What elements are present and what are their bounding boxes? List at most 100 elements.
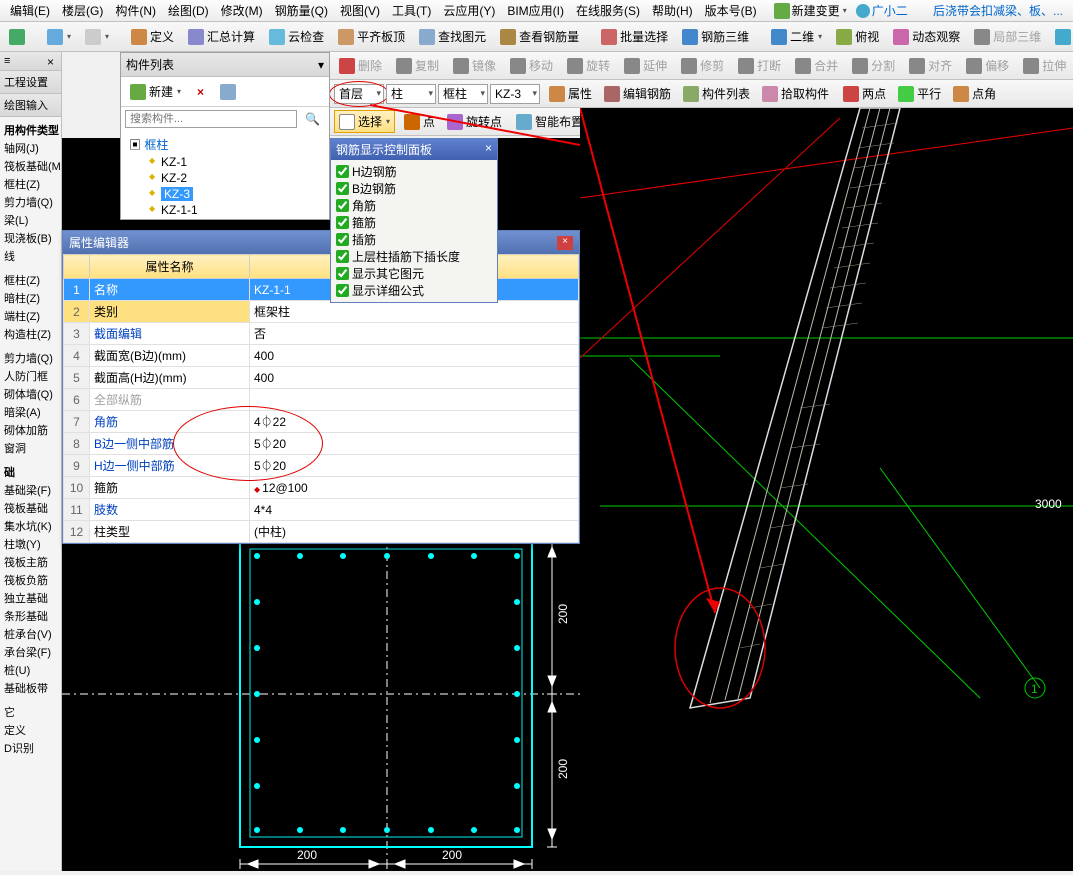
nav-item[interactable]: 线 [2, 247, 59, 265]
menu-bim[interactable]: BIM应用(I) [501, 2, 570, 19]
nav-item[interactable]: 暗柱(Z) [2, 289, 59, 307]
sum-calc-button[interactable]: 汇总计算 [183, 25, 260, 48]
tree-item[interactable]: KZ-3 [147, 186, 321, 202]
component-list-button[interactable]: 构件列表 [678, 82, 755, 105]
new-change-button[interactable]: 新建变更▾ [769, 0, 852, 22]
property-button[interactable]: 属性 [544, 82, 597, 105]
draw-input-header[interactable]: 绘图输入 [0, 94, 61, 117]
rebar-checkbox[interactable] [336, 216, 349, 229]
rebar-close-button[interactable]: × [485, 141, 492, 158]
nav-item[interactable]: 集水坑(K) [2, 517, 59, 535]
nav-item[interactable]: 柱墩(Y) [2, 535, 59, 553]
3d-view[interactable]: 3000 1 [580, 108, 1073, 871]
search-button[interactable]: 🔍 [300, 110, 325, 128]
nav-item[interactable]: 条形基础 [2, 607, 59, 625]
rebar-3d-button[interactable]: 钢筋三维 [677, 25, 754, 48]
menu-cloud[interactable]: 云应用(Y) [437, 2, 501, 19]
move-button[interactable]: 移动 [505, 54, 558, 77]
mirror-button[interactable]: 镜像 [448, 54, 501, 77]
rebar-checkbox-row[interactable]: 插筋 [336, 231, 492, 248]
undo-button[interactable]: ▾ [42, 26, 76, 48]
join-button[interactable]: 合并 [790, 54, 843, 77]
menu-rebar-qty[interactable]: 钢筋量(Q) [269, 2, 334, 19]
batch-select-button[interactable]: 批量选择 [596, 25, 673, 48]
nav-item[interactable]: 轴网(J) [2, 139, 59, 157]
rebar-checkbox[interactable] [336, 267, 349, 280]
trim-button[interactable]: 修剪 [676, 54, 729, 77]
property-row[interactable]: 1名称KZ-1-1 [64, 279, 579, 301]
nav-item[interactable]: D识别 [2, 739, 59, 757]
nav-item[interactable]: 砌体加筋 [2, 421, 59, 439]
property-row[interactable]: 4截面宽(B边)(mm)400 [64, 345, 579, 367]
nav-item[interactable]: 人防门框 [2, 367, 59, 385]
property-row[interactable]: 12柱类型(中柱) [64, 521, 579, 543]
point-angle-button[interactable]: 点角 [948, 82, 1001, 105]
parallel-button[interactable]: 平行 [893, 82, 946, 105]
dynamic-view-button[interactable]: 动态观察 [888, 25, 965, 48]
rebar-checkbox[interactable] [336, 165, 349, 178]
nav-item[interactable]: 基础梁(F) [2, 481, 59, 499]
save-button[interactable] [4, 26, 30, 48]
define-button[interactable]: 定义 [126, 25, 179, 48]
redo-button[interactable]: ▾ [80, 26, 114, 48]
rebar-checkbox-row[interactable]: 上层柱插筋下插长度 [336, 248, 492, 265]
two-point-button[interactable]: 两点 [838, 82, 891, 105]
menu-tools[interactable]: 工具(T) [386, 2, 437, 19]
break-button[interactable]: 打断 [733, 54, 786, 77]
rebar-checkbox[interactable] [336, 199, 349, 212]
view-rebar-button[interactable]: 查看钢筋量 [495, 25, 584, 48]
type-combo[interactable]: 框柱 [438, 84, 488, 104]
property-close-button[interactable]: × [557, 236, 573, 250]
view-3d-button[interactable]: 二维▾ [766, 25, 827, 48]
notification-text[interactable]: 后浇带会扣减梁、板、... [933, 2, 1069, 19]
nav-item[interactable]: 桩承台(V) [2, 625, 59, 643]
tree-item[interactable]: KZ-2 [147, 170, 321, 186]
offset-button[interactable]: 偏移 [961, 54, 1014, 77]
property-row[interactable]: 7角筋4⏀22 [64, 411, 579, 433]
menu-view[interactable]: 视图(V) [334, 2, 386, 19]
category-combo[interactable]: 柱 [386, 84, 436, 104]
nav-item[interactable]: 剪力墙(Q) [2, 193, 59, 211]
tree-root[interactable]: ▣ 框柱 [129, 135, 321, 154]
nav-item[interactable]: 框柱(Z) [2, 271, 59, 289]
rebar-checkbox[interactable] [336, 182, 349, 195]
flat-top-button[interactable]: 平齐板顶 [333, 25, 410, 48]
panel-menu-icon[interactable]: ▾ [318, 58, 324, 72]
menu-component[interactable]: 构件(N) [109, 2, 162, 19]
nav-item[interactable]: 筏板基础(M) [2, 157, 59, 175]
rebar-checkbox[interactable] [336, 233, 349, 246]
menu-floor[interactable]: 楼层(G) [56, 2, 109, 19]
nav-item[interactable]: 筏板基础 [2, 499, 59, 517]
top-view-button[interactable]: 俯视 [831, 25, 884, 48]
rebar-checkbox-row[interactable]: 箍筋 [336, 214, 492, 231]
property-row[interactable]: 9H边一侧中部筋5⏀20 [64, 455, 579, 477]
split-button[interactable]: 分割 [847, 54, 900, 77]
local-3d-button[interactable]: 局部三维 [969, 25, 1046, 48]
tree-item[interactable]: KZ-1-1 [147, 202, 321, 218]
property-row[interactable]: 3截面编辑否 [64, 323, 579, 345]
rebar-checkbox-row[interactable]: B边钢筋 [336, 180, 492, 197]
property-row[interactable]: 2类别框架柱 [64, 301, 579, 323]
extend-button[interactable]: 延伸 [619, 54, 672, 77]
user-label[interactable]: 广小二 [856, 2, 908, 19]
nav-item[interactable]: 基础板带 [2, 679, 59, 697]
rebar-checkbox-row[interactable]: 显示详细公式 [336, 282, 492, 299]
menu-help[interactable]: 帮助(H) [646, 2, 699, 19]
rebar-checkbox-row[interactable]: H边钢筋 [336, 163, 492, 180]
nav-item[interactable]: 框柱(Z) [2, 175, 59, 193]
nav-item[interactable]: 端柱(Z) [2, 307, 59, 325]
nav-item[interactable]: 砌体墙(Q) [2, 385, 59, 403]
rebar-checkbox[interactable] [336, 284, 349, 297]
menu-draw[interactable]: 绘图(D) [162, 2, 215, 19]
pick-component-button[interactable]: 拾取构件 [757, 82, 834, 105]
rebar-checkbox-row[interactable]: 角筋 [336, 197, 492, 214]
nav-item[interactable]: 梁(L) [2, 211, 59, 229]
property-row[interactable]: 6全部纵筋 [64, 389, 579, 411]
copy-component-button[interactable] [215, 81, 241, 103]
fullscreen-button[interactable]: 全屏 [1050, 25, 1073, 48]
menu-version[interactable]: 版本号(B) [699, 2, 763, 19]
align-button[interactable]: 对齐 [904, 54, 957, 77]
section-view[interactable]: 200 200 200 200 [62, 498, 580, 871]
project-settings-header[interactable]: 工程设置 [0, 71, 61, 94]
nav-item[interactable]: 现浇板(B) [2, 229, 59, 247]
